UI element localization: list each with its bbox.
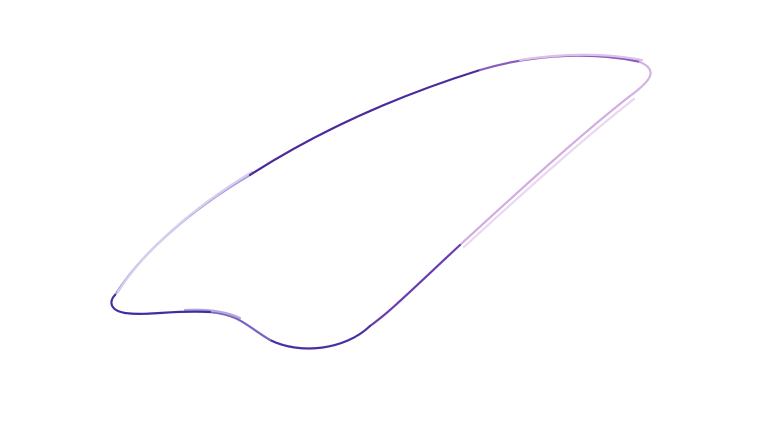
curve-segment [458, 94, 632, 247]
curve-segment [462, 97, 636, 249]
curve-segment [208, 310, 272, 342]
curve-segment [478, 54, 642, 72]
curve-segment [110, 293, 212, 315]
closed-curve [110, 53, 652, 350]
curve-segment [628, 60, 652, 98]
curve-segment [518, 53, 644, 62]
curve-segment [113, 173, 252, 297]
curve-segment [248, 68, 482, 177]
curve-segment [268, 324, 372, 350]
curve-segment [183, 308, 242, 320]
curve-segment [368, 243, 462, 328]
curve-segment [116, 170, 254, 294]
